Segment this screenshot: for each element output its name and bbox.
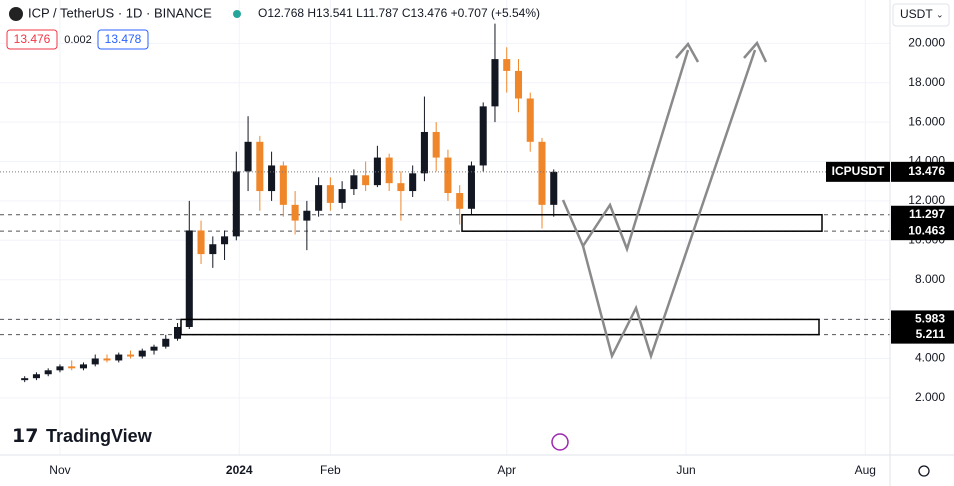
candle-body bbox=[21, 378, 29, 381]
candle-body bbox=[209, 244, 217, 255]
x-tick-label: Feb bbox=[320, 463, 341, 477]
candle-body bbox=[103, 358, 111, 361]
currency-caret: ⌄ bbox=[936, 9, 944, 19]
symbol-title: ICP / TetherUS · 1D · BINANCE bbox=[28, 5, 212, 20]
candle-body bbox=[491, 59, 499, 107]
x-tick-label: Aug bbox=[855, 463, 876, 477]
x-tick-label: Jun bbox=[676, 463, 695, 477]
level-label-box bbox=[891, 310, 954, 329]
y-tick-label: 16.000 bbox=[908, 114, 945, 128]
candle-body bbox=[279, 165, 287, 205]
candle-body bbox=[456, 193, 464, 209]
candle-body bbox=[326, 185, 334, 203]
plot-area bbox=[0, 0, 890, 455]
ask-price: 13.478 bbox=[105, 32, 142, 46]
candle-body bbox=[162, 338, 170, 347]
ticker-label: ICPUSDT bbox=[832, 164, 885, 178]
y-tick-label: 12.000 bbox=[908, 193, 945, 207]
level-label-box bbox=[891, 222, 954, 241]
candle-body bbox=[232, 171, 240, 237]
buy-box[interactable] bbox=[97, 29, 149, 50]
candle-body bbox=[338, 189, 346, 203]
level-label: 5.983 bbox=[915, 312, 945, 326]
candle-body bbox=[303, 210, 311, 221]
y-tick-label: 2.000 bbox=[915, 390, 945, 404]
candle-body bbox=[79, 364, 88, 369]
support-zone bbox=[461, 214, 823, 232]
level-label: 11.297 bbox=[909, 207, 945, 221]
candle-body bbox=[268, 165, 276, 192]
level-label-box bbox=[891, 325, 954, 344]
events-icon[interactable] bbox=[551, 433, 569, 451]
currency-button[interactable] bbox=[892, 3, 950, 27]
candle-body bbox=[526, 98, 534, 142]
candle-body bbox=[350, 175, 358, 190]
projection-arrow bbox=[581, 49, 757, 361]
y-tick-label: 20.000 bbox=[908, 36, 945, 50]
candle-body bbox=[550, 171, 558, 205]
candle-body bbox=[503, 59, 511, 71]
y-tick-label: 8.000 bbox=[915, 272, 945, 286]
market-status bbox=[233, 10, 241, 18]
bid-price: 13.476 bbox=[14, 32, 51, 46]
candle-body bbox=[185, 230, 193, 327]
candle-body bbox=[91, 358, 99, 365]
candle-body bbox=[115, 354, 123, 361]
candle-body bbox=[538, 141, 546, 205]
axes: 2.0004.0006.0008.00010.00012.00014.00016… bbox=[49, 36, 954, 477]
candle-body bbox=[479, 106, 487, 166]
y-tick-label: 4.000 bbox=[915, 351, 945, 365]
last-price-box bbox=[891, 161, 954, 182]
candle-body bbox=[514, 70, 523, 99]
last-price-label: 13.476 bbox=[908, 164, 945, 178]
candle-body bbox=[432, 131, 440, 158]
level-label: 5.211 bbox=[916, 327, 946, 341]
currency: USDT bbox=[900, 7, 933, 21]
candle-body bbox=[256, 141, 264, 192]
candle-body bbox=[362, 175, 370, 186]
support-zone bbox=[180, 318, 820, 336]
candle-body bbox=[138, 350, 146, 357]
level-label: 10.463 bbox=[908, 223, 945, 237]
arrow-head bbox=[743, 40, 768, 63]
drawings bbox=[561, 40, 768, 361]
candle-body bbox=[373, 157, 381, 186]
y-tick-label: 18.000 bbox=[908, 75, 945, 89]
x-tick-label: 2024 bbox=[226, 463, 253, 477]
candle-body bbox=[150, 346, 158, 351]
candle-body bbox=[68, 366, 76, 369]
candle-body bbox=[56, 366, 64, 371]
candle-body bbox=[397, 183, 405, 192]
candle-body bbox=[244, 141, 252, 172]
symbol-icon bbox=[9, 7, 23, 21]
candle-body bbox=[420, 131, 428, 174]
sell-box[interactable] bbox=[6, 29, 58, 50]
candle-body bbox=[126, 354, 135, 357]
candle-body bbox=[44, 370, 52, 375]
candle-body bbox=[315, 185, 323, 211]
level-label-box bbox=[891, 205, 954, 224]
x-tick-label: Nov bbox=[49, 463, 70, 477]
candle-body bbox=[385, 157, 393, 184]
candle-body bbox=[197, 230, 205, 255]
candle-body bbox=[32, 374, 40, 379]
logo: TradingView bbox=[46, 426, 153, 446]
ohlc-values: O12.768 H13.541 L11.787 C13.476 +0.707 (… bbox=[258, 6, 540, 20]
candle-body bbox=[444, 157, 452, 194]
settings-icon[interactable] bbox=[918, 465, 930, 477]
x-tick-label: Apr bbox=[497, 463, 516, 477]
projection-arrow bbox=[561, 49, 690, 253]
candle-body bbox=[174, 326, 182, 339]
candle-body bbox=[467, 165, 475, 209]
candle-body bbox=[409, 173, 417, 192]
arrow-head bbox=[675, 41, 700, 63]
spread: 0.002 bbox=[64, 34, 92, 46]
ticker-box bbox=[826, 161, 890, 182]
candle-body bbox=[221, 236, 229, 245]
candle-body bbox=[291, 204, 299, 221]
logo-mark: 𝟭𝟳 bbox=[12, 426, 38, 447]
